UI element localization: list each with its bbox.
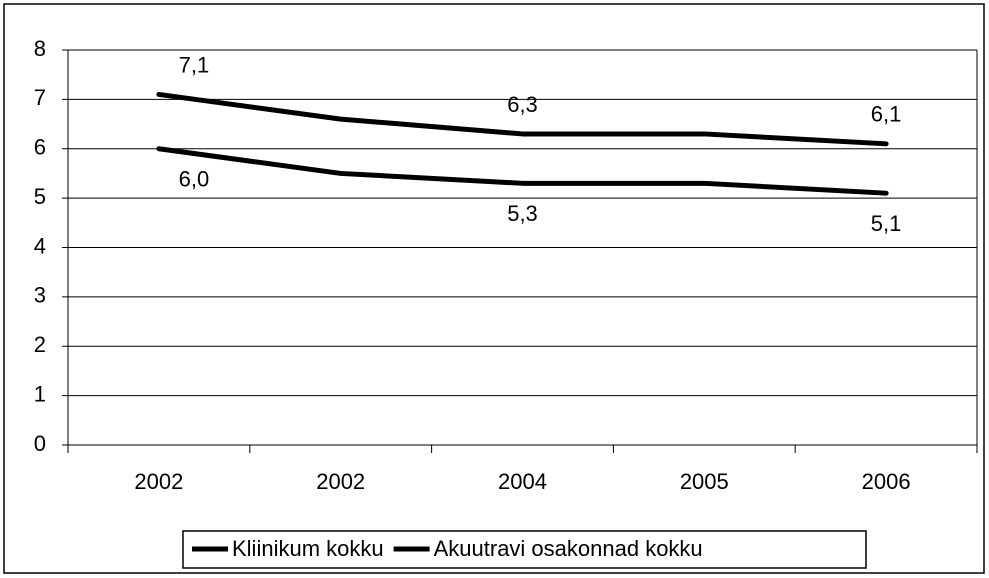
y-tick-label: 3 bbox=[34, 283, 46, 308]
y-tick-label: 6 bbox=[34, 135, 46, 160]
series-line bbox=[156, 91, 889, 147]
data-label: 6,3 bbox=[507, 92, 538, 117]
legend-label: Akuutravi osakonnad kokku bbox=[434, 536, 703, 561]
y-tick-label: 8 bbox=[34, 36, 46, 61]
series-line bbox=[156, 146, 889, 196]
legend-box bbox=[182, 530, 867, 569]
y-tick-label: 0 bbox=[34, 431, 46, 456]
y-tick-label: 7 bbox=[34, 85, 46, 110]
y-tick-label: 1 bbox=[34, 381, 46, 406]
y-tick-label: 4 bbox=[34, 233, 46, 258]
x-tick-label: 2005 bbox=[680, 469, 729, 494]
x-tick-label: 2002 bbox=[316, 469, 365, 494]
data-label: 7,1 bbox=[179, 52, 210, 77]
chart-border bbox=[3, 3, 985, 574]
y-tick-label: 2 bbox=[34, 332, 46, 357]
y-tick-label: 5 bbox=[34, 184, 46, 209]
data-label: 5,3 bbox=[507, 201, 538, 226]
data-label: 5,1 bbox=[871, 211, 902, 236]
data-label: 6,0 bbox=[179, 167, 210, 192]
x-tick-label: 2002 bbox=[134, 469, 183, 494]
data-label: 6,1 bbox=[871, 102, 902, 127]
legend-label: Kliinikum kokku bbox=[232, 536, 384, 561]
x-tick-label: 2004 bbox=[498, 469, 547, 494]
x-tick-label: 2006 bbox=[862, 469, 911, 494]
